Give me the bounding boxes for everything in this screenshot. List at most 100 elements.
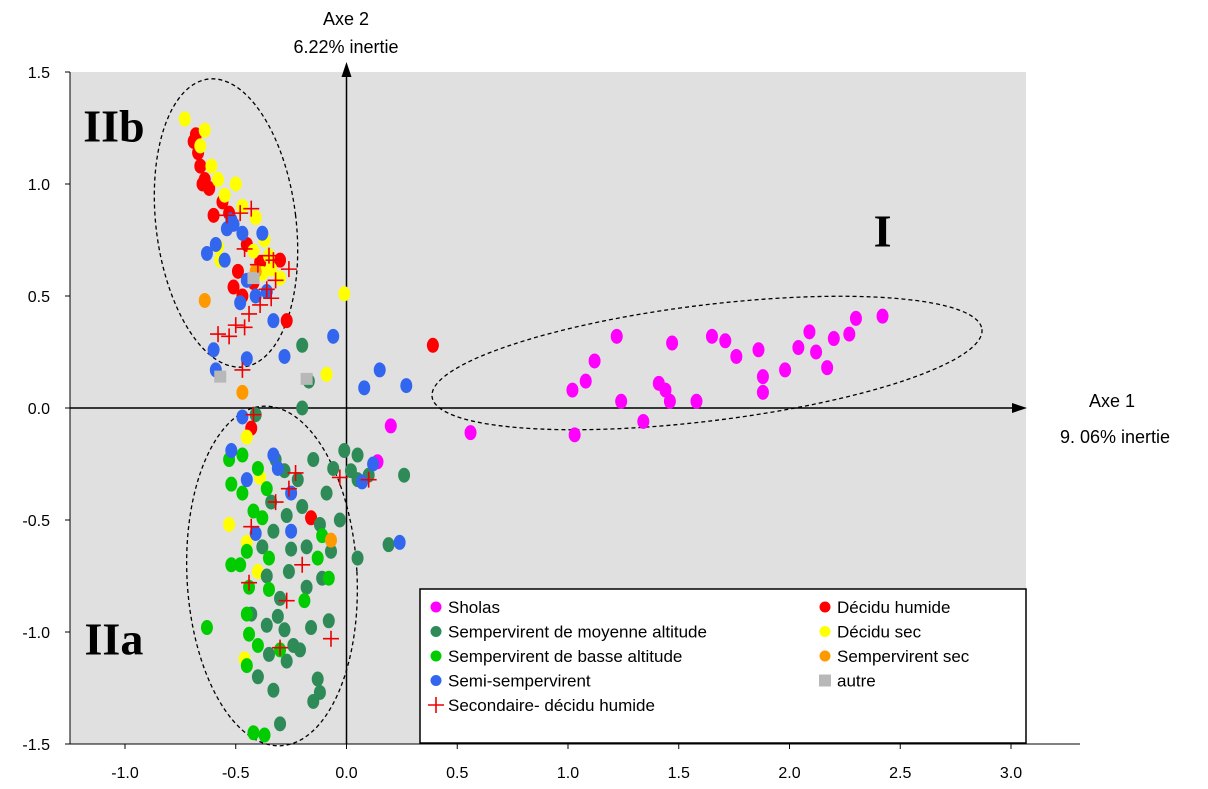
data-point xyxy=(245,406,262,423)
data-point xyxy=(240,472,253,488)
y-tick-label: 1.5 xyxy=(28,65,50,82)
data-point xyxy=(267,682,280,698)
data-point xyxy=(756,384,769,400)
legend-marker xyxy=(819,626,831,637)
data-point xyxy=(227,317,244,334)
legend-box xyxy=(419,588,1027,744)
data-point xyxy=(426,337,439,353)
group-IIb-ellipse xyxy=(153,78,299,368)
data-point xyxy=(214,370,227,383)
data-point xyxy=(358,380,371,396)
data-point xyxy=(236,485,249,501)
group-labels: I IIb IIa xyxy=(83,100,891,664)
data-point xyxy=(205,158,218,174)
x-tick-label: 2.0 xyxy=(778,765,800,782)
data-point xyxy=(300,372,313,385)
legend-marker xyxy=(430,675,442,686)
y-tick-label: 0.0 xyxy=(28,401,50,418)
data-point xyxy=(267,272,284,289)
data-point xyxy=(256,539,269,555)
data-point xyxy=(249,256,266,273)
data-point xyxy=(719,333,732,349)
data-point xyxy=(568,427,581,443)
data-point xyxy=(267,313,280,329)
data-point xyxy=(196,176,209,192)
data-point xyxy=(260,617,273,633)
data-point xyxy=(247,272,260,285)
data-point xyxy=(225,476,238,492)
data-point xyxy=(876,308,889,324)
data-point xyxy=(207,207,220,223)
x-tick-labels: -1.0 -0.5 0.0 0.5 1.0 1.5 2.0 2.5 3.0 xyxy=(111,744,1022,782)
y-tick-label: -0.5 xyxy=(22,513,50,530)
data-point xyxy=(285,541,298,557)
data-point xyxy=(333,512,346,528)
data-point xyxy=(351,447,364,463)
data-point xyxy=(307,452,320,468)
legend-label: Décidu sec xyxy=(837,623,922,642)
legend-label: Sempervirent sec xyxy=(837,647,970,666)
data-point xyxy=(251,460,264,476)
legend-marker xyxy=(430,650,442,662)
group-IIa-ellipse xyxy=(186,405,358,747)
data-point xyxy=(247,725,260,741)
data-point xyxy=(262,581,275,597)
data-point xyxy=(588,353,601,369)
data-point xyxy=(247,243,260,259)
data-point xyxy=(849,310,862,326)
group-label: IIb xyxy=(83,100,144,151)
data-point xyxy=(258,727,271,743)
data-point xyxy=(322,613,335,629)
data-point xyxy=(243,518,260,535)
data-point xyxy=(198,292,211,308)
x-tick-label: -0.5 xyxy=(222,765,250,782)
data-point xyxy=(280,261,297,278)
data-point xyxy=(360,471,377,488)
legend-label: Sempervirent de basse altitude xyxy=(448,647,682,666)
data-point xyxy=(236,225,249,241)
legend-marker xyxy=(430,601,442,613)
data-point xyxy=(256,225,269,241)
data-point xyxy=(666,335,679,351)
data-point xyxy=(260,568,273,584)
data-point xyxy=(252,296,269,313)
data-point xyxy=(356,474,369,490)
legend: Sholas Sempervirent de moyenne altitude Se… xyxy=(419,588,1027,744)
data-point xyxy=(251,669,264,685)
group-label: IIa xyxy=(85,613,144,664)
data-point xyxy=(810,344,823,360)
axis2-arrow xyxy=(341,62,352,77)
data-point xyxy=(280,508,293,524)
data-point xyxy=(236,384,249,400)
data-point xyxy=(307,693,320,709)
data-point xyxy=(243,200,260,217)
data-point xyxy=(225,557,238,573)
x-tick-label: -1.0 xyxy=(111,765,139,782)
data-point xyxy=(256,510,269,526)
data-point xyxy=(351,550,364,566)
data-point xyxy=(756,369,769,385)
data-point xyxy=(298,593,311,609)
data-point xyxy=(274,716,287,732)
data-point xyxy=(280,313,293,329)
data-point xyxy=(265,252,282,269)
group-ellipses xyxy=(153,78,983,747)
data-point xyxy=(240,606,253,622)
data-point xyxy=(320,366,333,382)
data-point xyxy=(296,337,309,353)
legend-label: Secondaire- décidu humide xyxy=(448,696,655,715)
data-point xyxy=(227,279,240,295)
data-point xyxy=(240,429,253,445)
data-point xyxy=(249,210,262,226)
data-point xyxy=(274,270,287,286)
series-autre xyxy=(214,272,313,385)
data-point xyxy=(464,425,477,441)
data-point xyxy=(610,328,623,344)
data-point xyxy=(247,503,260,519)
data-point xyxy=(178,111,191,127)
legend-marker xyxy=(819,674,831,687)
data-point xyxy=(821,360,834,376)
data-point xyxy=(278,348,291,364)
data-point xyxy=(240,543,253,559)
